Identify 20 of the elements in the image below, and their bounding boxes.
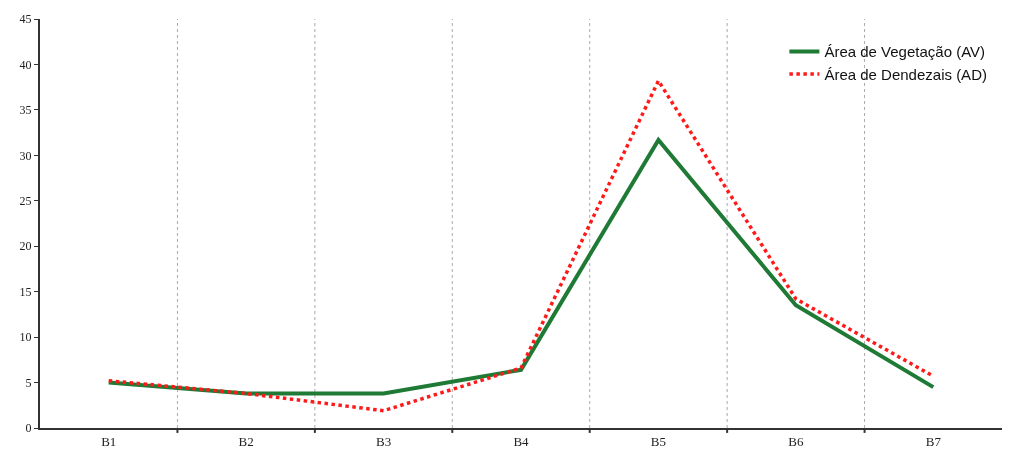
x-tick-label: B4 (513, 433, 530, 449)
y-tick-label: 5 (25, 375, 32, 390)
line-series (106, 137, 936, 396)
x-tick-label: B5 (650, 433, 667, 449)
y-tick-label: 15 (19, 284, 32, 299)
x-tick-label: B2 (238, 433, 254, 449)
x-tick-label: B3 (375, 433, 392, 449)
legend-label: Área de Dendezais (AD) (824, 65, 987, 83)
x-tick-label: B6 (788, 433, 804, 449)
y-tick-label: 35 (19, 103, 32, 118)
x-tick-label: B1 (101, 433, 117, 449)
x-tick-label: B7 (925, 433, 942, 449)
y-tick-label: 45 (19, 12, 32, 27)
y-tick-label: 20 (19, 239, 32, 254)
legend-label: Área de Vegetação (AV) (824, 43, 986, 61)
y-tick-label: 0 (25, 421, 32, 436)
y-tick-label: 25 (19, 193, 32, 208)
y-tick-label: 10 (19, 330, 32, 345)
y-tick-label: 40 (19, 57, 32, 72)
y-tick-label: 30 (19, 148, 32, 163)
